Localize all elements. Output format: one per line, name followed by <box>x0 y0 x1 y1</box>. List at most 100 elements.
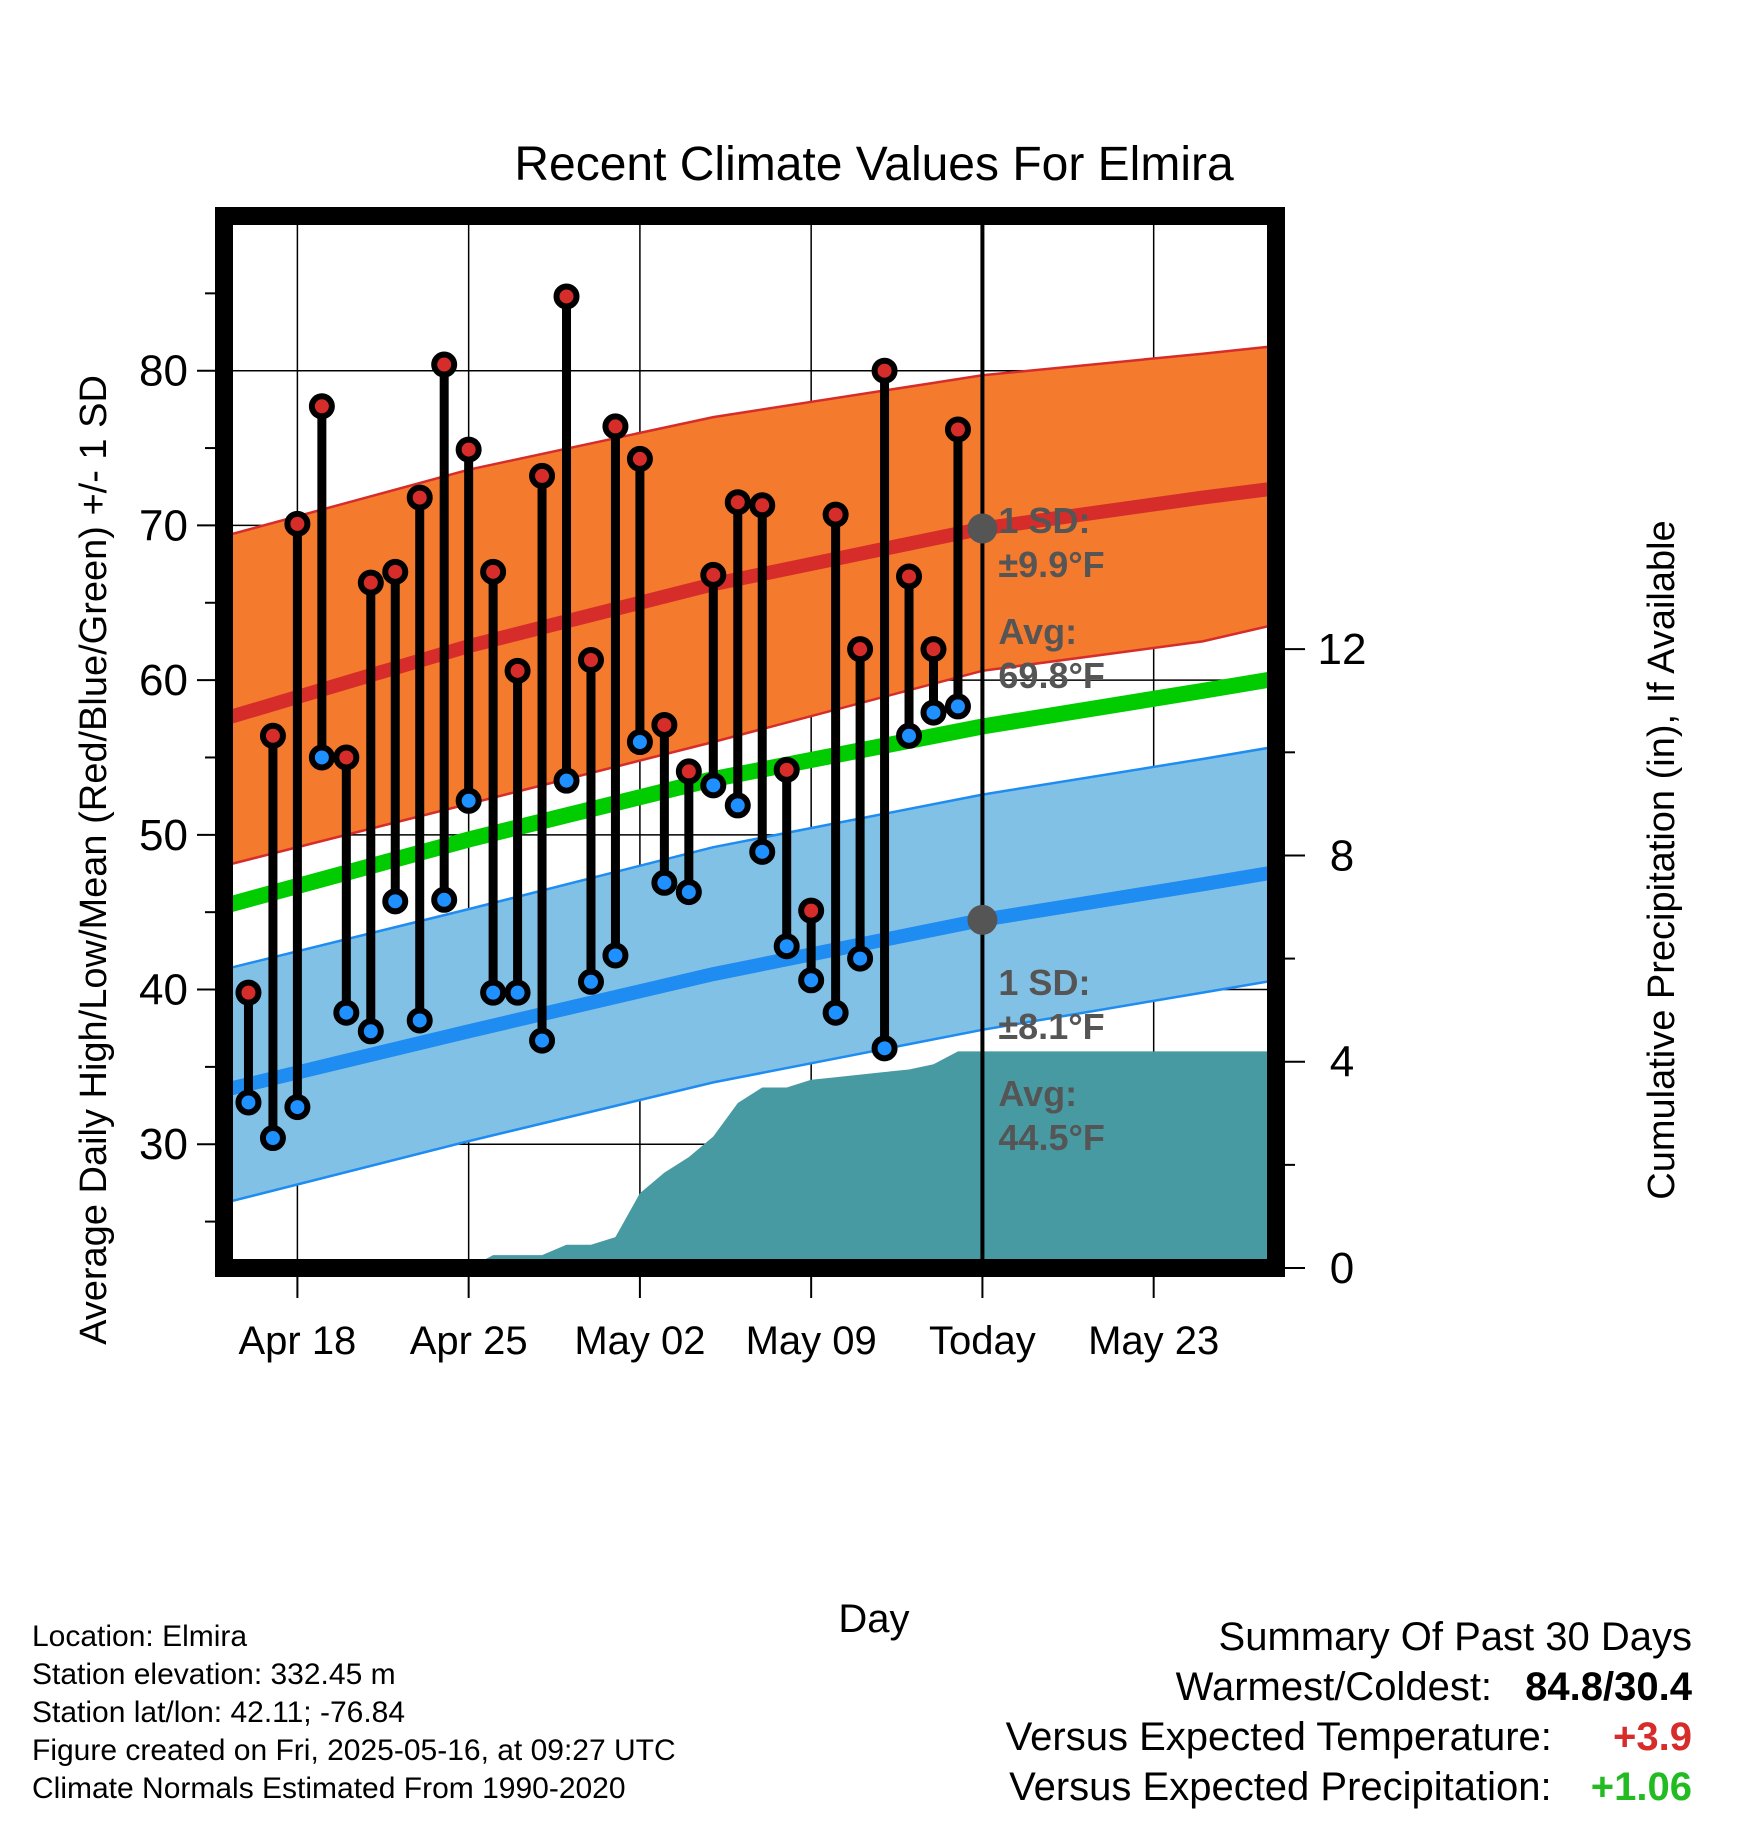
high-temp-point <box>626 445 653 472</box>
high-avg-label: Avg: <box>998 611 1077 652</box>
low-avg-line <box>224 865 1276 1097</box>
high-temp-point <box>357 569 384 596</box>
low-temp-point <box>357 1018 384 1045</box>
temp-row: Versus Expected Temperature: +3.9 <box>1006 1712 1692 1762</box>
low-temp-point <box>259 1125 286 1152</box>
high-avg-line <box>224 481 1276 726</box>
low-temp-point <box>529 1027 556 1054</box>
low-temp-point <box>577 968 604 995</box>
low-avg-value: 44.5°F <box>998 1117 1104 1158</box>
summary-panel: Summary Of Past 30 Days Warmest/Coldest:… <box>1006 1612 1692 1812</box>
high-temp-point <box>284 510 311 537</box>
low-temp-point <box>455 787 482 814</box>
created-text: Figure created on Fri, 2025-05-16, at 09… <box>32 1734 676 1767</box>
window-label-days-count: 30 <box>994 1379 1034 1420</box>
low-temp-point <box>822 999 849 1026</box>
low-temp-point <box>308 744 335 771</box>
low-temp-point <box>602 942 629 969</box>
low-temp-point <box>871 1035 898 1062</box>
low-temp-point <box>944 693 971 720</box>
y-tick-label: 50 <box>139 811 188 860</box>
x-tick-label: Today <box>929 1319 1036 1363</box>
x-tick-label: May 09 <box>746 1319 877 1363</box>
low-temp-point <box>480 979 507 1006</box>
high-temp-point <box>553 283 580 310</box>
high-temp-point <box>480 558 507 585</box>
y2-tick-label: 8 <box>1330 831 1354 880</box>
low-temp-point <box>773 933 800 960</box>
low-temp-point <box>284 1094 311 1121</box>
high-temp-point <box>651 711 678 738</box>
low-temp-point <box>749 838 776 865</box>
low-temp-point <box>504 979 531 1006</box>
x-tick-label: Apr 25 <box>410 1319 528 1363</box>
low-avg-label: Avg: <box>998 1073 1077 1114</box>
low-temp-point <box>675 879 702 906</box>
low-temp-point <box>235 1089 262 1116</box>
high-temp-point <box>896 563 923 590</box>
high-temp-point <box>822 501 849 528</box>
high-sd-value: ±9.9°F <box>998 544 1104 585</box>
high-temp-point <box>333 744 360 771</box>
low-sd-value: ±8.1°F <box>998 1006 1104 1047</box>
high-temp-point <box>920 636 947 663</box>
low-temp-point <box>847 945 874 972</box>
high-temp-point <box>259 722 286 749</box>
low-temp-point <box>724 792 751 819</box>
warmest-coldest-label: Warmest/Coldest: <box>1175 1665 1493 1709</box>
temp-label: Versus Expected Temperature: <box>1005 1715 1552 1759</box>
low-avg-marker <box>967 904 998 935</box>
high-temp-point <box>431 351 458 378</box>
high-temp-point <box>749 492 776 519</box>
high-temp-point <box>308 393 335 420</box>
high-temp-point <box>406 484 433 511</box>
warmest-coldest-row: Warmest/Coldest: 84.8/30.4 <box>1006 1662 1692 1712</box>
y2-tick-label: 12 <box>1318 625 1367 674</box>
y-tick-label: 40 <box>139 966 188 1015</box>
low-temp-point <box>700 772 727 799</box>
precip-row: Versus Expected Precipitation: +1.06 <box>1006 1762 1692 1812</box>
low-sd-label: 1 SD: <box>998 962 1090 1003</box>
plot-frame <box>215 207 1285 1277</box>
low-temp-point <box>798 967 825 994</box>
high-temp-point <box>577 647 604 674</box>
mean-line <box>224 670 1276 914</box>
high-temp-point <box>944 416 971 443</box>
high-sd-label: 1 SD: <box>998 500 1090 541</box>
low-temp-point <box>651 869 678 896</box>
high-temp-point <box>675 758 702 785</box>
high-temp-point <box>602 413 629 440</box>
low-temp-point <box>553 767 580 794</box>
low-temp-point <box>896 722 923 749</box>
location-text: Location: Elmira <box>32 1620 248 1653</box>
low-temp-point <box>431 886 458 913</box>
y2-tick-label: 0 <box>1330 1244 1354 1293</box>
summary-title: Summary Of Past 30 Days <box>1218 1615 1692 1659</box>
high-temp-point <box>504 657 531 684</box>
window-label-days: Days <box>994 1423 1080 1464</box>
high-temp-point <box>871 357 898 384</box>
precip-label: Versus Expected Precipitation: <box>1009 1765 1552 1809</box>
x-tick-label: May 23 <box>1088 1319 1219 1363</box>
high-temp-point <box>529 462 556 489</box>
y-tick-label: 80 <box>139 347 188 396</box>
x-axis-label: Day <box>838 1597 909 1641</box>
y-tick-label: 30 <box>139 1120 188 1169</box>
high-temp-point <box>724 489 751 516</box>
low-temp-point <box>920 699 947 726</box>
low-temp-point <box>382 888 409 915</box>
high-temp-point <box>235 979 262 1006</box>
x-tick-label: Apr 18 <box>238 1319 356 1363</box>
chart-title: Recent Climate Values For Elmira <box>514 138 1234 191</box>
high-temp-point <box>700 561 727 588</box>
low-temp-point <box>406 1007 433 1034</box>
low-temp-point <box>626 729 653 755</box>
high-temp-point <box>847 636 874 663</box>
high-avg-marker <box>967 513 998 544</box>
y-tick-label: 60 <box>139 656 188 705</box>
y2-axis-label: Cumulative Precipitation (in), If Availa… <box>1641 520 1683 1199</box>
y-tick-label: 70 <box>139 501 188 550</box>
high-temp-point <box>798 897 825 924</box>
